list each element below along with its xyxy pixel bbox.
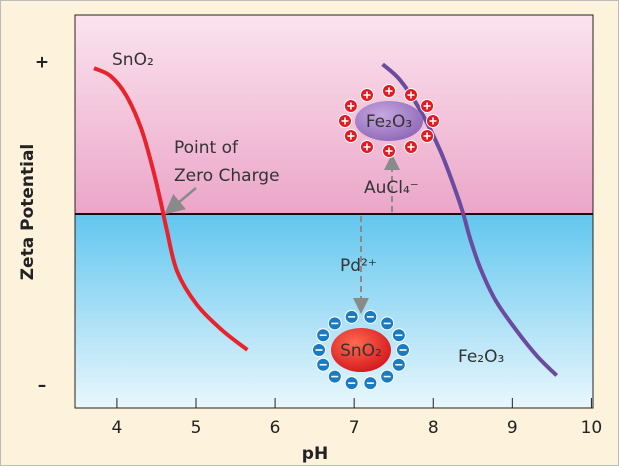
x-tick-label: 9 <box>507 418 518 438</box>
x-tick-label: 5 <box>191 418 202 438</box>
series-label: Fe₂O₃ <box>458 347 504 367</box>
annotation: Point of <box>174 138 239 158</box>
y-axis-title: Zeta Potential <box>18 144 38 281</box>
particle-label: Fe₂O₃ <box>366 112 412 132</box>
x-tick-label: 8 <box>428 418 439 438</box>
y-tick-label: + <box>35 52 49 72</box>
y-tick-label: – <box>38 375 47 395</box>
x-tick-label: 7 <box>349 418 360 438</box>
particle-label: SnO₂ <box>340 341 382 361</box>
x-tick-label: 4 <box>112 418 123 438</box>
chart: pH Zeta Potential 4 5 6 7 8 9 10 + – SnO₂ Fe₂O₃ Poi… <box>0 0 619 466</box>
x-tick-label: 10 <box>581 418 603 438</box>
annotation: AuCl₄⁻ <box>364 178 419 198</box>
page: {"chart_data": { "type": "line", "xlabel… <box>0 0 619 466</box>
annotation: Zero Charge <box>174 166 280 186</box>
series-label: SnO₂ <box>112 50 154 70</box>
x-tick-label: 6 <box>270 418 281 438</box>
annotation: Pd²⁺ <box>340 256 377 276</box>
positive-region <box>75 15 593 214</box>
x-axis-title: pH <box>302 444 328 464</box>
